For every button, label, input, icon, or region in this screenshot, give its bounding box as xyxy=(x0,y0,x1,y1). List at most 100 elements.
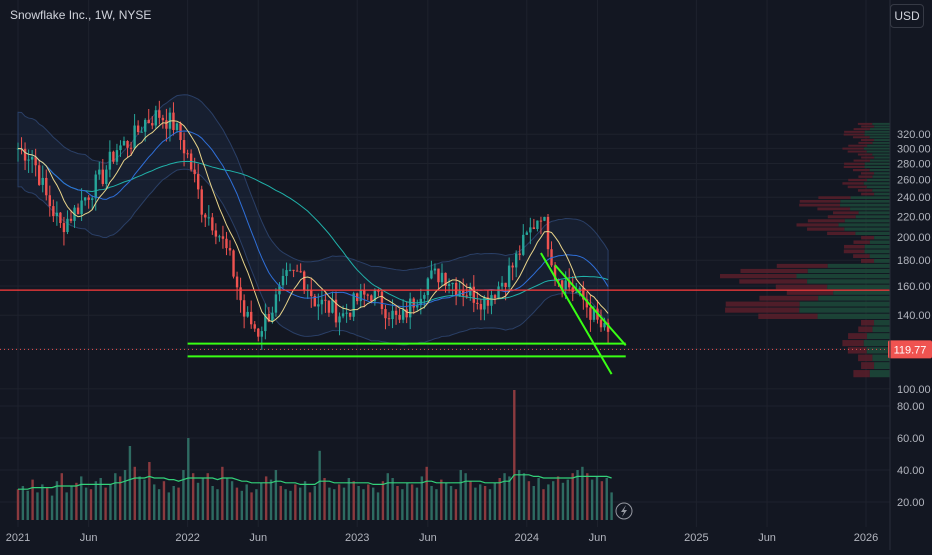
y-tick-label: 240.00 xyxy=(897,192,931,204)
candle xyxy=(327,300,331,317)
candle-body xyxy=(246,311,249,317)
volume-bar xyxy=(576,470,579,520)
candle-body xyxy=(384,309,387,319)
volume-profile-up xyxy=(874,319,890,326)
volume-profile-down xyxy=(858,326,873,333)
y-tick-label: 320.00 xyxy=(897,129,931,141)
volume-bar xyxy=(177,487,180,520)
volume-bar xyxy=(323,478,326,520)
volume-bar xyxy=(469,481,472,520)
volume-bar xyxy=(36,492,39,520)
candle xyxy=(105,165,108,190)
volume-bar xyxy=(474,487,477,520)
candle-body xyxy=(136,125,140,133)
volume-profile-up xyxy=(874,236,890,240)
currency-button[interactable]: USD xyxy=(890,4,924,28)
volume-profile-down xyxy=(844,244,865,249)
candle xyxy=(391,299,394,329)
candle-body xyxy=(274,294,278,313)
candle xyxy=(182,132,186,167)
volume-bar xyxy=(26,490,29,520)
candle-body xyxy=(546,216,550,250)
volume-profile-down xyxy=(842,147,864,150)
volume-profile-up xyxy=(840,203,890,207)
candle-body xyxy=(218,236,221,238)
volume-profile-up xyxy=(864,244,890,249)
volume-profile-up xyxy=(872,141,890,144)
candle-body xyxy=(288,269,292,271)
volume-profile-up xyxy=(872,354,890,362)
volume-bar xyxy=(308,492,312,520)
candle xyxy=(536,220,539,232)
volume-profile-down xyxy=(861,192,875,196)
candle xyxy=(320,288,324,315)
volume-profile-up xyxy=(850,207,890,211)
candle-body xyxy=(204,214,207,218)
volume-bar xyxy=(595,476,599,520)
volume-profile-down xyxy=(858,354,873,362)
volume-profile-up xyxy=(863,182,890,185)
candle-body xyxy=(27,159,30,161)
candle xyxy=(539,216,543,235)
candle xyxy=(423,292,426,309)
volume-bar xyxy=(269,479,273,520)
candle-body xyxy=(423,295,426,299)
candle-body xyxy=(267,313,271,322)
candle-body xyxy=(575,292,578,294)
candle xyxy=(472,275,475,313)
volume-bar xyxy=(230,481,234,520)
candle-body xyxy=(80,200,83,215)
volume-bar xyxy=(279,486,282,520)
volume-bar xyxy=(226,478,229,520)
candle xyxy=(200,185,203,223)
volume-profile-down xyxy=(860,172,875,175)
candle-body xyxy=(129,147,133,149)
candle-body xyxy=(454,282,458,296)
volume-bar xyxy=(133,466,136,520)
candle xyxy=(281,268,285,289)
volume-profile-down xyxy=(857,122,873,125)
candle xyxy=(454,277,458,306)
volume-profile-down xyxy=(843,133,865,136)
candle xyxy=(158,100,161,125)
candle xyxy=(348,312,352,320)
candle xyxy=(589,295,592,332)
volume-profile-down xyxy=(848,144,868,147)
volume-bar xyxy=(182,470,185,520)
volume-tick-label: 60.00 xyxy=(897,433,925,445)
volume-bar xyxy=(357,486,360,520)
candle-body xyxy=(486,297,490,306)
candle xyxy=(225,231,228,256)
volume-bar xyxy=(396,486,399,520)
candle-body xyxy=(165,120,168,129)
volume-profile-up xyxy=(863,147,890,150)
volume-bar xyxy=(80,476,83,520)
candle-body xyxy=(437,268,440,283)
candle-body xyxy=(320,299,324,305)
candle-body xyxy=(242,300,246,317)
volume-profile-up xyxy=(869,136,890,139)
volume-profile-up xyxy=(869,370,890,378)
candle-body xyxy=(38,165,41,185)
candle-body xyxy=(515,253,518,268)
volume-bar xyxy=(50,495,54,520)
volume-profile-down xyxy=(861,319,875,326)
candle-body xyxy=(472,286,475,303)
volume-profile-down xyxy=(758,313,818,319)
volume-profile-down xyxy=(796,223,839,227)
candle-body xyxy=(76,207,80,215)
volume-profile-up xyxy=(833,290,890,295)
candle xyxy=(207,205,210,226)
candle-body xyxy=(87,197,90,200)
volume-bar xyxy=(250,492,253,520)
candle xyxy=(151,116,154,130)
volume-profile-down xyxy=(740,268,808,274)
candle-body xyxy=(126,140,129,148)
candle-body xyxy=(334,299,338,323)
candle-body xyxy=(175,123,179,130)
volume-profile-up xyxy=(863,340,890,347)
candle-body xyxy=(483,297,486,310)
volume-profile-down xyxy=(818,196,851,199)
